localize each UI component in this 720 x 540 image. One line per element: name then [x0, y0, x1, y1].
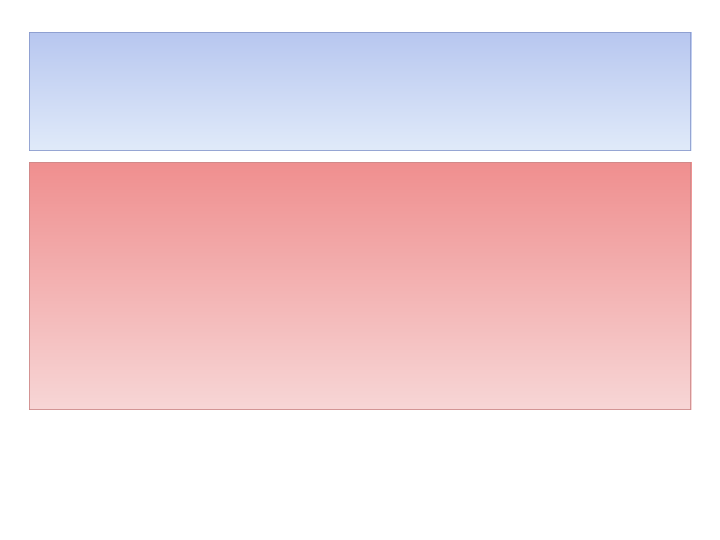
Text: poor prognosis or complicated recovery: poor prognosis or complicated recovery [68, 325, 539, 349]
Text: ,CRP and and  marked neutrophilia (continuing: ,CRP and and marked neutrophilia (contin… [68, 237, 621, 261]
Text: requiring more intense medical care: requiring more intense medical care [68, 369, 498, 394]
Text: Persistent postoperative elevation of BUN: Persistent postoperative elevation of BU… [68, 192, 562, 217]
Text: •: • [45, 191, 60, 217]
Text: Prognosis: Prognosis [267, 73, 453, 111]
Text: through day 3–4 postoperatively) may indicate: through day 3–4 postoperatively) may ind… [68, 281, 623, 305]
